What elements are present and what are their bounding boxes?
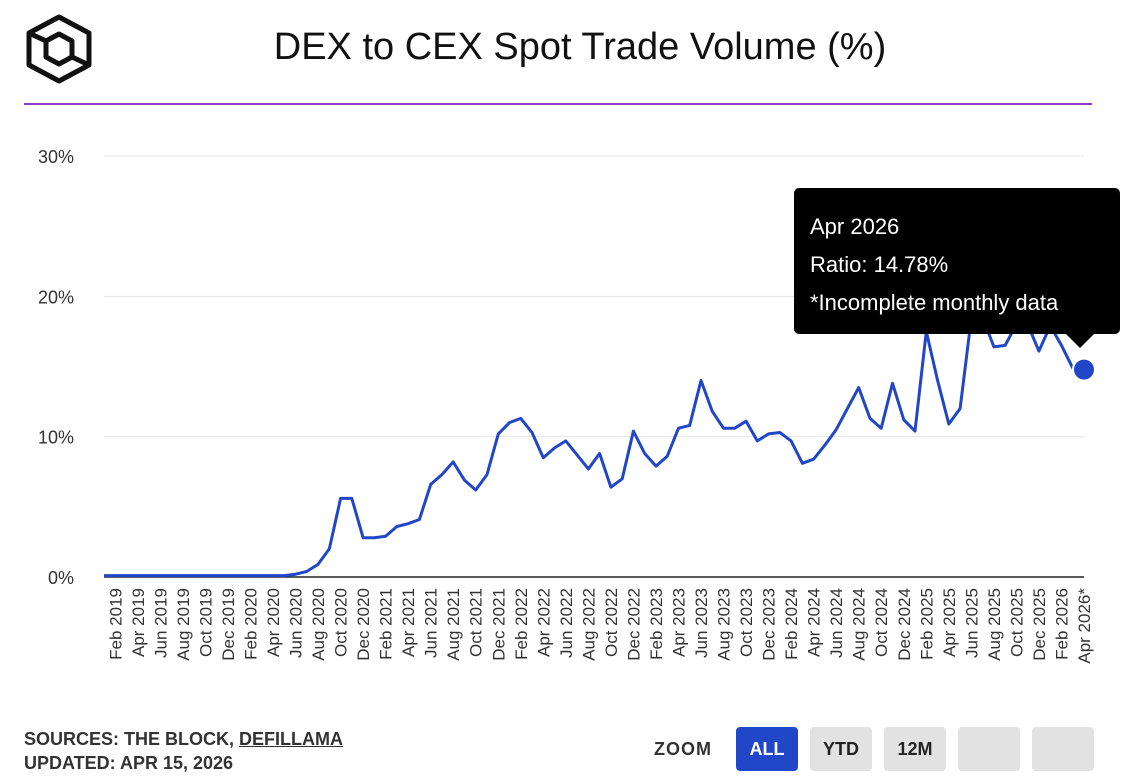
zoom-ytd-button[interactable]: YTD [810, 727, 872, 771]
x-tick-label: Oct 2024 [872, 588, 891, 657]
x-tick-label: Oct 2022 [602, 588, 621, 657]
x-tick-label: Aug 2022 [579, 588, 598, 661]
x-tick-label: Dec 2023 [760, 588, 779, 661]
x-tick-label: Dec 2019 [219, 588, 238, 661]
y-tick-label: 10% [38, 428, 74, 448]
x-tick-label: Feb 2019 [106, 588, 125, 660]
x-tick-label: Apr 2020 [264, 588, 283, 657]
x-tick-label: Jun 2019 [151, 588, 170, 658]
x-tick-label: Aug 2020 [309, 588, 328, 661]
x-tick-label: Jun 2021 [422, 588, 441, 658]
x-tick-label: Apr 2025 [940, 588, 959, 657]
x-tick-label: Feb 2020 [241, 588, 260, 660]
y-tick-label: 30% [38, 147, 74, 167]
x-tick-label: Dec 2020 [354, 588, 373, 661]
x-tick-label: Apr 2022 [534, 588, 553, 657]
tooltip: Apr 2026 Ratio: 14.78% *Incomplete month… [794, 188, 1120, 348]
x-tick-label: Jun 2022 [557, 588, 576, 658]
x-tick-label: Apr 2023 [669, 588, 688, 657]
zoom-blank-button-1[interactable] [958, 727, 1020, 771]
chart-title: DEX to CEX Spot Trade Volume (%) [273, 26, 887, 68]
series-line-ratio [104, 315, 1085, 578]
x-tick-label: Jun 2023 [692, 588, 711, 658]
zoom-controls: ZOOM ALL YTD 12M [654, 727, 1094, 771]
x-tick-label: Aug 2021 [444, 588, 463, 661]
sources-line: SOURCES: THE BLOCK, DEFILLAMA [24, 727, 343, 751]
y-axis-ticks: 0% 10% 20% 30% [38, 147, 74, 588]
highlight-point[interactable] [1072, 357, 1096, 382]
tooltip-month: Apr 2026 [810, 214, 900, 239]
sources-prefix: SOURCES: THE BLOCK, [24, 729, 235, 749]
x-tick-label: Apr 2024 [805, 588, 824, 657]
zoom-blank-button-2[interactable] [1032, 727, 1094, 771]
the-block-logo [26, 14, 92, 84]
title-divider [24, 103, 1092, 105]
x-tick-label: Aug 2019 [174, 588, 193, 661]
x-axis-ticks: Feb 2019 Apr 2019 Jun 2019 Aug 2019 Oct 2019… [106, 588, 1094, 664]
y-tick-label: 0% [48, 568, 74, 588]
x-tick-label: Oct 2023 [737, 588, 756, 657]
zoom-label: ZOOM [654, 738, 712, 759]
footer: SOURCES: THE BLOCK, DEFILLAMA UPDATED: A… [24, 727, 343, 775]
tooltip-ratio: Ratio: 14.78% [810, 252, 949, 277]
x-tick-label: Feb 2025 [917, 588, 936, 660]
zoom-all-button[interactable]: ALL [736, 727, 798, 771]
x-tick-label: Dec 2024 [895, 588, 914, 661]
line-chart: 0%10%20%30% Feb 2019 Apr 2019 Jun 2019 Aug … [38, 147, 1096, 664]
x-tick-label: Dec 2022 [624, 588, 643, 661]
x-tick-label: Oct 2021 [467, 588, 486, 657]
x-tick-label: Dec 2021 [489, 588, 508, 661]
x-tick-label: Feb 2024 [782, 588, 801, 660]
x-tick-label: Jun 2024 [827, 588, 846, 658]
y-tick-label: 20% [38, 287, 74, 307]
x-tick-label: Oct 2019 [196, 588, 215, 657]
x-tick-label: Apr 2019 [129, 588, 148, 657]
x-tick-label: Dec 2025 [1030, 588, 1049, 661]
x-tick-label: Feb 2021 [377, 588, 396, 660]
x-tick-label: Aug 2023 [715, 588, 734, 661]
defillama-link[interactable]: DEFILLAMA [239, 729, 344, 749]
x-tick-label: Aug 2025 [985, 588, 1004, 661]
tooltip-note: *Incomplete monthly data [810, 290, 1059, 315]
zoom-12m-button[interactable]: 12M [884, 727, 946, 771]
updated-line: UPDATED: APR 15, 2026 [24, 753, 234, 773]
x-tick-label: Apr 2021 [399, 588, 418, 657]
tooltip-arrow [1066, 334, 1094, 348]
x-tick-label: Apr 2026* [1075, 588, 1094, 664]
x-tick-label: Feb 2026 [1052, 588, 1071, 660]
x-tick-label: Oct 2025 [1007, 588, 1026, 657]
x-tick-label: Oct 2020 [332, 588, 351, 657]
x-tick-label: Aug 2024 [850, 588, 869, 661]
x-tick-label: Feb 2022 [512, 588, 531, 660]
x-tick-label: Feb 2023 [647, 588, 666, 660]
x-tick-label: Jun 2025 [962, 588, 981, 658]
x-tick-label: Jun 2020 [286, 588, 305, 658]
